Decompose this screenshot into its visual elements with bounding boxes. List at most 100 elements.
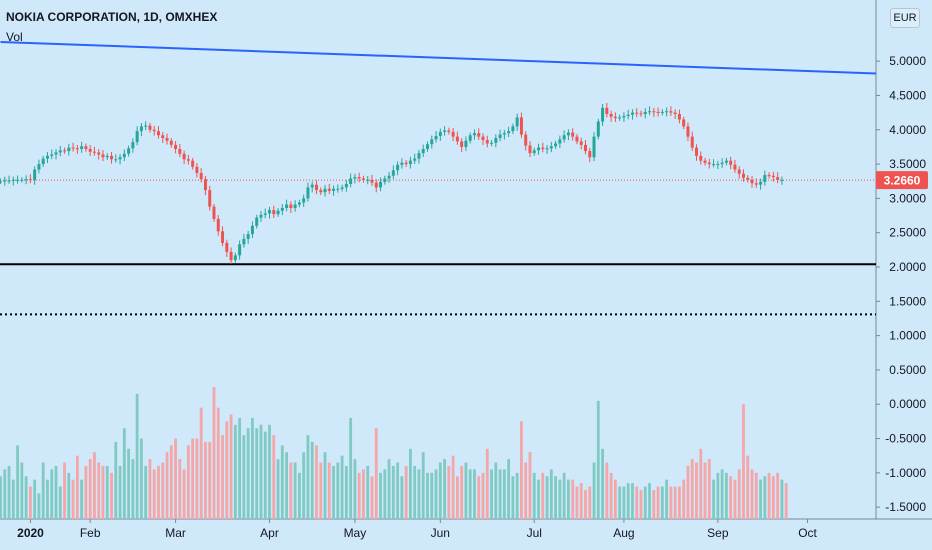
volume-bar [289, 462, 293, 519]
volume-bar [16, 445, 19, 519]
volume-bar [460, 465, 464, 519]
volume-bar [336, 462, 340, 519]
symbol-title[interactable]: NOKIA CORPORATION, 1D, OMXHEX [6, 10, 218, 24]
volume-bar [157, 465, 160, 519]
candle-body [0, 181, 2, 183]
volume-bar [41, 462, 45, 519]
candle-body [622, 116, 626, 118]
volume-bar [242, 435, 246, 519]
candle-body [336, 188, 340, 190]
candle-body [541, 147, 545, 149]
volume-bar [58, 486, 62, 519]
volume-bar [558, 479, 562, 519]
volume-bar [161, 462, 165, 519]
volume-bar [310, 441, 314, 519]
volume-indicator-label[interactable]: Vol [6, 30, 23, 44]
candle-body [716, 164, 720, 166]
volume-bar [216, 407, 220, 519]
volume-bar [622, 486, 626, 519]
candle-body [110, 155, 114, 160]
y-tick-label: 3.5000 [889, 157, 926, 171]
candle-body [430, 139, 434, 145]
volume-bar [383, 469, 387, 519]
candle-body [626, 114, 630, 117]
candle-body [485, 140, 489, 144]
volume-bar [135, 393, 139, 519]
candle-body [502, 133, 506, 135]
candle-body [720, 162, 724, 165]
y-tick-label: 1.5000 [889, 294, 926, 308]
candle-body [426, 144, 429, 149]
candle-body [643, 111, 647, 114]
y-tick-label: 2.0000 [889, 260, 926, 274]
candle-body [763, 175, 767, 182]
volume-bar [75, 455, 79, 519]
volume-bar [263, 431, 267, 519]
candle-body [754, 183, 758, 185]
volume-bar [686, 465, 690, 519]
volume-bar [67, 472, 71, 519]
y-tick-label: 1.0000 [889, 329, 926, 343]
volume-bar [434, 469, 438, 519]
volume-bar [204, 441, 207, 519]
volume-bar [776, 472, 780, 519]
candle-body [268, 210, 272, 214]
volume-bar [532, 472, 536, 519]
volume-bar [199, 407, 203, 519]
volume-bar [357, 472, 361, 519]
candle-body [88, 148, 92, 152]
x-tick-label: Sep [707, 526, 729, 540]
volume-bar [430, 472, 434, 519]
candle-body [314, 184, 318, 191]
volume-bar [0, 476, 2, 519]
volume-bar [302, 452, 306, 519]
candle-body [455, 136, 459, 142]
volume-bar [276, 459, 280, 519]
candle-body [357, 177, 361, 179]
candle-body [37, 164, 41, 170]
candle-body [203, 179, 207, 191]
candle-body [165, 138, 169, 141]
volume-bar [447, 465, 451, 519]
candle-body [566, 132, 570, 136]
volume-bar [233, 424, 237, 519]
volume-bar [652, 489, 656, 519]
volume-bar [182, 469, 186, 519]
candle-body [575, 136, 579, 142]
volume-bar [280, 445, 284, 519]
volume-bar [673, 486, 677, 519]
volume-bar [579, 483, 583, 519]
candle-body [84, 146, 88, 149]
volume-bar [703, 462, 707, 519]
candle-body [712, 164, 716, 166]
candle-body [361, 178, 365, 180]
candle-body [280, 207, 284, 211]
volume-bar [443, 459, 446, 519]
volume-bar [592, 462, 596, 519]
candle-body [276, 210, 280, 215]
candle-body [669, 111, 673, 113]
volume-bar [11, 479, 15, 519]
volume-bar [626, 483, 630, 519]
volume-bar [733, 479, 737, 519]
volume-bar [567, 479, 570, 519]
candle-body [212, 206, 216, 219]
volume-bar [511, 476, 515, 519]
volume-bar [682, 479, 686, 519]
candle-body [246, 234, 250, 239]
candle-body [319, 190, 323, 193]
volume-bar [144, 465, 148, 519]
candle-body [383, 178, 387, 182]
volume-bar [3, 469, 7, 519]
candle-body [494, 138, 498, 143]
candle-body [229, 251, 233, 261]
candle-body [353, 177, 357, 179]
volume-bar [588, 486, 592, 519]
volume-bar [635, 486, 639, 519]
volume-bar [140, 438, 143, 519]
candle-body [729, 160, 733, 165]
candle-body [677, 113, 681, 120]
currency-badge[interactable]: EUR [890, 8, 920, 28]
volume-bar [426, 472, 429, 519]
